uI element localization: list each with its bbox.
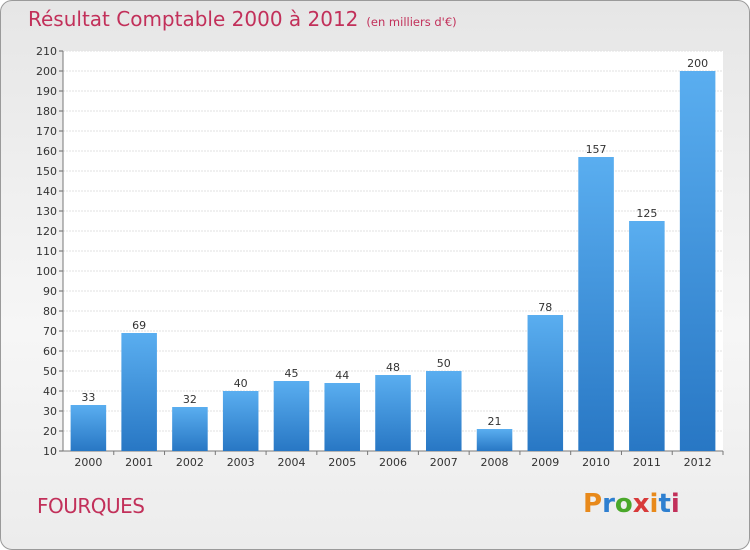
x-tick-label: 2000 [74, 456, 102, 469]
logo-letter: r [602, 489, 615, 519]
y-tick-label: 30 [43, 405, 57, 418]
bar-2008 [476, 429, 513, 451]
x-tick-label: 2003 [227, 456, 255, 469]
bar-2005 [324, 383, 360, 451]
bar-2009 [527, 315, 564, 451]
data-label: 32 [183, 393, 197, 406]
y-tick-label: 190 [36, 85, 57, 98]
y-tick-label: 130 [36, 205, 57, 218]
x-tick-label: 2002 [176, 456, 204, 469]
y-tick-label: 100 [36, 265, 57, 278]
y-tick-label: 140 [36, 185, 57, 198]
y-tick-label: 200 [36, 65, 57, 78]
y-tick-label: 40 [43, 385, 57, 398]
y-tick-label: 170 [36, 125, 57, 138]
x-tick-label: 2010 [582, 456, 610, 469]
x-tick-label: 2008 [481, 456, 509, 469]
bar-2006 [375, 375, 411, 451]
place-name: FOURQUES [37, 494, 145, 518]
data-label: 69 [132, 319, 146, 332]
y-tick-label: 60 [43, 345, 57, 358]
data-label: 78 [538, 301, 552, 314]
y-tick-label: 150 [36, 165, 57, 178]
y-tick-label: 80 [43, 305, 57, 318]
logo-letter: o [614, 489, 633, 519]
data-label: 48 [386, 361, 400, 374]
logo-letter: i [670, 489, 680, 519]
bar-2012 [679, 71, 716, 451]
x-tick-label: 2009 [531, 456, 559, 469]
logo-letter: i [649, 489, 659, 519]
x-tick-label: 2001 [125, 456, 153, 469]
data-label: 44 [335, 369, 349, 382]
bar-2003 [222, 391, 259, 451]
y-tick-label: 160 [36, 145, 57, 158]
data-label: 200 [687, 57, 708, 70]
bar-2011 [629, 221, 665, 451]
x-tick-label: 2011 [633, 456, 661, 469]
bar-2002 [172, 407, 208, 451]
data-label: 33 [81, 391, 95, 404]
bar-2004 [273, 381, 310, 451]
bar-2010 [578, 157, 614, 451]
x-tick-label: 2005 [328, 456, 356, 469]
y-tick-label: 110 [36, 245, 57, 258]
data-label: 40 [234, 377, 248, 390]
x-tick-label: 2012 [684, 456, 712, 469]
bar-2000 [70, 405, 107, 451]
bar-2001 [121, 333, 157, 451]
data-label: 45 [284, 367, 298, 380]
y-tick-label: 10 [43, 445, 57, 458]
x-tick-label: 2006 [379, 456, 407, 469]
x-tick-label: 2007 [430, 456, 458, 469]
logo-letter: x [632, 489, 650, 519]
y-tick-label: 180 [36, 105, 57, 118]
data-label: 125 [636, 207, 657, 220]
data-label: 50 [437, 357, 451, 370]
chart-title: Résultat Comptable 2000 à 2012 (en millie… [28, 7, 457, 31]
proxiti-logo: Proxiti [583, 489, 680, 519]
y-tick-label: 210 [36, 45, 57, 58]
title-main: Résultat Comptable 2000 à 2012 [28, 7, 359, 31]
y-tick-label: 120 [36, 225, 57, 238]
x-tick-label: 2004 [277, 456, 305, 469]
data-label: 21 [488, 415, 502, 428]
y-tick-label: 20 [43, 425, 57, 438]
y-tick-label: 90 [43, 285, 57, 298]
title-unit: (en milliers d'€) [366, 15, 457, 29]
logo-letter: P [583, 489, 603, 519]
y-tick-label: 50 [43, 365, 57, 378]
logo-letter: t [658, 489, 671, 519]
bar-2007 [426, 371, 462, 451]
data-label: 157 [586, 143, 607, 156]
y-tick-label: 70 [43, 325, 57, 338]
